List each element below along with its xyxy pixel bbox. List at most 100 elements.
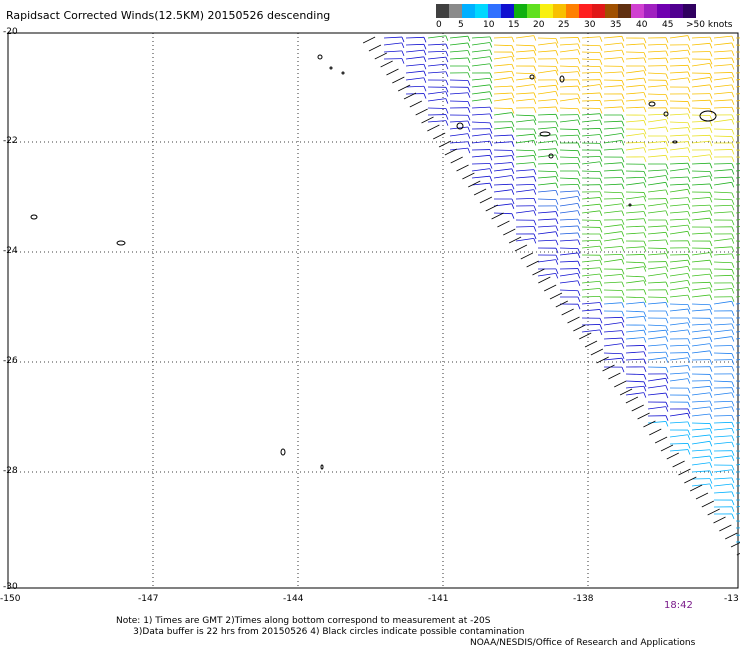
wind-barb-flag	[687, 421, 691, 427]
wind-barb-flag	[599, 113, 603, 119]
swath-edge-barb	[456, 164, 469, 172]
wind-barb-flag	[731, 422, 735, 428]
wind-barb	[405, 70, 424, 74]
wind-barb-flag	[621, 281, 625, 288]
wind-barb	[669, 365, 688, 368]
wind-barb-flag	[621, 317, 625, 323]
swath-edge-barb	[719, 524, 732, 532]
wind-barb	[405, 63, 424, 67]
wind-barb-flag	[687, 408, 691, 415]
wind-barb-flag	[687, 93, 691, 100]
wind-barb	[691, 63, 710, 67]
wind-barb-flag	[665, 169, 669, 176]
wind-barb-flag	[533, 77, 537, 84]
wind-barb	[735, 338, 740, 340]
wind-barb-flag	[709, 252, 713, 258]
wind-barb-flag	[533, 189, 537, 195]
wind-barb	[647, 324, 666, 327]
wind-barb	[669, 134, 688, 137]
wind-barb-flag	[643, 65, 647, 72]
wind-barb	[537, 127, 556, 130]
wind-barb	[537, 198, 557, 200]
wind-barb	[581, 170, 601, 173]
wind-barb	[515, 98, 534, 102]
wind-barb-flag	[687, 134, 691, 141]
wind-barb-flag	[511, 189, 515, 195]
wind-barb-flag	[621, 330, 625, 336]
wind-barb-flag	[665, 281, 669, 288]
wind-barb-flag	[467, 80, 471, 86]
wind-barb-flag	[489, 163, 493, 169]
wind-barb	[691, 392, 710, 396]
wind-barb-flag	[511, 198, 515, 205]
wind-barb	[735, 359, 740, 361]
wind-barb	[625, 358, 644, 361]
wind-barb	[493, 92, 512, 95]
wind-barb-flag	[731, 192, 735, 199]
swath-edge-barb	[666, 452, 679, 460]
wind-barb-flag	[533, 128, 537, 135]
wind-barb-flag	[731, 455, 735, 461]
swath-edge-barb	[707, 508, 720, 516]
wind-barb-flag	[643, 196, 647, 202]
wind-barb	[735, 219, 740, 221]
wind-barb-flag	[687, 344, 691, 351]
latitude-label: -28	[3, 466, 18, 476]
wind-barb-flag	[643, 142, 647, 148]
wind-barb	[471, 63, 490, 67]
wind-barb-flag	[533, 150, 537, 156]
wind-barb	[647, 357, 666, 361]
wind-barb-flag	[555, 79, 559, 85]
wind-barb-flag	[687, 168, 691, 174]
wind-barb	[735, 331, 740, 333]
wind-barb	[713, 435, 732, 438]
wind-barb-flag	[665, 253, 669, 259]
wind-barb	[471, 49, 490, 53]
wind-barb	[471, 175, 490, 179]
wind-barb-flag	[577, 79, 581, 85]
island-outline	[329, 66, 333, 70]
wind-barb-flag	[665, 219, 669, 226]
wind-barb-flag	[687, 44, 691, 50]
wind-barb	[537, 225, 556, 228]
wind-barb	[669, 443, 689, 445]
wind-barb	[691, 140, 710, 144]
wind-barb	[537, 162, 557, 165]
wind-barb	[515, 35, 534, 39]
wind-barb	[493, 107, 513, 109]
wind-barb-flag	[665, 113, 669, 120]
wind-barb	[647, 302, 666, 305]
wind-barb	[515, 197, 535, 200]
wind-barb-flag	[731, 296, 735, 302]
wind-barb-flag	[731, 64, 735, 70]
wind-barb-flag	[709, 135, 713, 141]
wind-barb	[735, 422, 740, 424]
wind-barb-flag	[687, 322, 691, 328]
longitude-label: -147	[138, 594, 159, 604]
wind-barb	[735, 485, 740, 487]
wind-barb	[713, 392, 732, 396]
wind-barb-flag	[731, 182, 735, 188]
wind-barb	[559, 119, 578, 123]
wind-barb	[625, 57, 644, 60]
map-frame	[7, 32, 739, 589]
wind-barb	[405, 56, 424, 60]
wind-barb	[713, 352, 733, 354]
wind-barb	[735, 170, 740, 172]
wind-barb-flag	[489, 106, 493, 113]
wind-barb-flag	[511, 155, 515, 161]
wind-barb	[691, 252, 710, 256]
wind-barb-flag	[687, 287, 691, 293]
wind-barb-flag	[709, 380, 713, 386]
wind-barb-flag	[643, 280, 647, 286]
wind-barb-flag	[599, 302, 603, 308]
wind-barb	[691, 36, 710, 39]
wind-barb	[735, 471, 740, 473]
wind-barb-flag	[401, 58, 405, 64]
wind-barb	[603, 42, 622, 46]
swath-edge-barb	[567, 316, 580, 324]
wind-barb	[713, 253, 732, 256]
latitude-label: -26	[3, 356, 18, 366]
wind-barb-flag	[731, 233, 735, 240]
wind-barb-flag	[599, 134, 603, 140]
